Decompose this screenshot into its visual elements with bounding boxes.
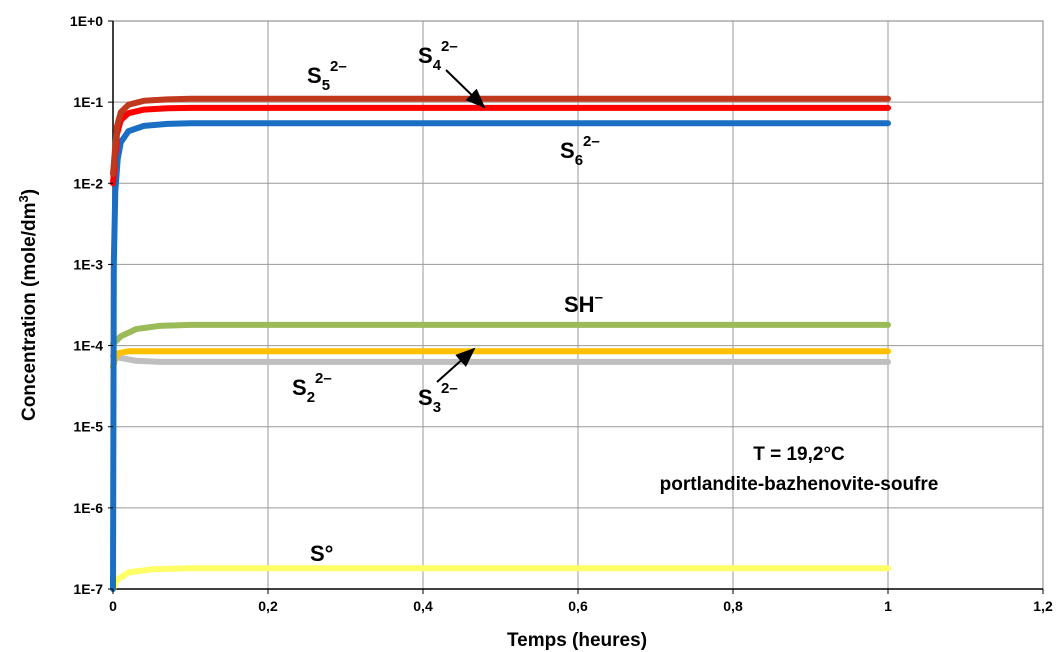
series-label-4: S32– — [418, 380, 458, 416]
x-tick-label: 0 — [109, 598, 117, 614]
y-axis-label-sup: 3 — [16, 195, 31, 202]
y-tick-label: 1E-3 — [73, 256, 103, 272]
series-label-3: SH– — [564, 289, 603, 317]
y-axis-label-end: ) — [19, 189, 40, 195]
series-lines — [110, 95, 891, 592]
series-line-3 — [110, 321, 891, 347]
series-label-6: S° — [310, 541, 333, 566]
x-tick-label: 0,6 — [568, 598, 588, 614]
series-line-5 — [110, 352, 891, 365]
y-tick-label: 1E-5 — [73, 419, 103, 435]
y-tick-label: 1E-6 — [73, 500, 103, 516]
series-label-0: S52– — [307, 58, 347, 94]
annotation-arrows — [436, 69, 486, 383]
annotation-system: portlandite-bazhenovite-soufre — [660, 474, 939, 495]
annotation-temperature: T = 19,2°C — [753, 444, 845, 465]
x-tick-label: 0,8 — [723, 598, 743, 614]
series-line-0 — [110, 95, 891, 177]
arrow-s3 — [436, 347, 476, 383]
series-labels: S52– S42– S62– SH– S32– S22– S° — [292, 38, 603, 566]
y-tick-label: 1E-4 — [73, 338, 103, 354]
y-axis-label-main: Concentration (mole/dm — [19, 203, 40, 422]
y-tick-labels: 1E-7 1E-6 1E-5 1E-4 1E-3 1E-2 1E-1 1E+0 — [70, 13, 113, 597]
series-line-6 — [110, 565, 891, 592]
x-axis-label: Temps (heures) — [507, 630, 647, 651]
x-tick-label: 0,4 — [413, 598, 433, 614]
y-tick-label: 1E+0 — [70, 13, 103, 29]
y-tick-label: 1E-2 — [73, 175, 103, 191]
series-line-1 — [110, 104, 891, 187]
conditions-annotation: T = 19,2°C portlandite-bazhenovite-soufr… — [660, 444, 939, 495]
y-axis-label: Concentration (mole/dm3) — [16, 189, 40, 421]
series-line-2 — [110, 120, 891, 592]
y-tick-label: 1E-1 — [73, 94, 103, 110]
series-label-2: S62– — [560, 133, 600, 169]
x-tick-labels: 0 0,2 0,4 0,6 0,8 1 1,2 — [109, 589, 1053, 614]
x-tick-label: 1 — [884, 598, 892, 614]
x-tick-label: 1,2 — [1033, 598, 1053, 614]
arrow-s4 — [445, 69, 486, 109]
x-tick-label: 0,2 — [258, 598, 278, 614]
series-label-5: S22– — [292, 370, 332, 406]
series-label-1: S42– — [418, 38, 458, 74]
y-tick-label: 1E-7 — [73, 581, 103, 597]
